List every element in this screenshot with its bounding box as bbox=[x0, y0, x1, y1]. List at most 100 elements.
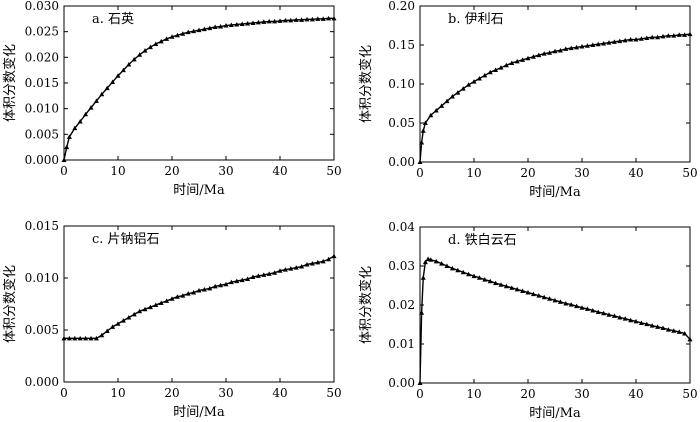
y-tick-label: 0.000 bbox=[25, 153, 59, 167]
data-point bbox=[293, 17, 299, 22]
data-point bbox=[120, 67, 126, 73]
x-tick-label: 40 bbox=[628, 387, 643, 401]
data-point bbox=[455, 267, 461, 273]
data-point bbox=[185, 291, 191, 296]
data-point bbox=[530, 54, 536, 59]
data-point bbox=[568, 302, 574, 307]
data-point bbox=[460, 269, 466, 275]
data-point bbox=[288, 17, 294, 23]
data-point bbox=[115, 321, 121, 326]
panel-title: c. 片钠铝石 bbox=[92, 232, 160, 247]
data-point bbox=[622, 37, 628, 43]
data-point bbox=[115, 73, 121, 78]
data-point bbox=[207, 285, 213, 291]
data-point bbox=[455, 90, 461, 95]
data-point bbox=[158, 38, 164, 44]
x-tick-label: 10 bbox=[466, 387, 481, 401]
data-point bbox=[482, 277, 488, 282]
y-tick-label: 0.015 bbox=[25, 219, 59, 233]
data-point bbox=[120, 318, 126, 323]
data-point bbox=[590, 307, 596, 313]
data-point bbox=[83, 335, 89, 341]
data-point bbox=[185, 29, 191, 35]
y-tick-label: 0.04 bbox=[388, 220, 415, 234]
data-point bbox=[261, 19, 267, 24]
data-point bbox=[493, 280, 499, 286]
data-point bbox=[665, 33, 671, 38]
data-point bbox=[191, 290, 197, 295]
data-point bbox=[131, 311, 137, 317]
data-point bbox=[574, 44, 580, 50]
data-point bbox=[590, 42, 596, 47]
data-point bbox=[665, 327, 671, 332]
data-point bbox=[536, 293, 542, 298]
series-line bbox=[419, 33, 691, 163]
data-point bbox=[660, 33, 666, 39]
data-point bbox=[147, 304, 153, 310]
x-tick-label: 50 bbox=[326, 164, 341, 178]
plot-frame bbox=[63, 225, 335, 383]
data-point bbox=[191, 28, 197, 34]
data-point bbox=[419, 310, 425, 315]
data-point bbox=[245, 276, 251, 282]
series-line bbox=[63, 17, 334, 161]
x-tick-label: 0 bbox=[416, 166, 424, 180]
data-point bbox=[422, 120, 428, 125]
data-point bbox=[61, 335, 67, 341]
data-point bbox=[547, 296, 553, 301]
y-tick-label: 0.02 bbox=[388, 298, 415, 312]
x-tick-label: 10 bbox=[110, 386, 125, 400]
data-point bbox=[509, 285, 515, 290]
y-tick-label: 0.025 bbox=[25, 25, 59, 39]
data-point bbox=[579, 44, 585, 49]
data-point bbox=[557, 47, 563, 53]
data-point bbox=[536, 52, 542, 58]
data-point bbox=[530, 291, 536, 297]
data-point bbox=[525, 290, 531, 295]
data-point bbox=[196, 287, 202, 293]
data-point bbox=[476, 275, 482, 280]
x-tick-label: 30 bbox=[218, 386, 233, 400]
data-point bbox=[498, 282, 504, 287]
data-point bbox=[250, 20, 256, 25]
data-point bbox=[99, 91, 105, 97]
data-point bbox=[417, 159, 423, 164]
data-point bbox=[509, 60, 515, 65]
data-point bbox=[72, 335, 78, 341]
data-point bbox=[201, 26, 207, 32]
data-point bbox=[422, 259, 428, 265]
series-line bbox=[64, 255, 335, 340]
data-point bbox=[568, 45, 574, 51]
data-point bbox=[449, 265, 455, 271]
data-point bbox=[638, 320, 644, 325]
y-tick-label: 0.000 bbox=[25, 375, 59, 389]
data-point bbox=[299, 17, 305, 22]
data-point bbox=[315, 16, 321, 21]
data-point bbox=[541, 294, 547, 300]
data-point bbox=[234, 278, 240, 284]
data-point bbox=[428, 112, 434, 118]
x-tick-label: 0 bbox=[416, 387, 424, 401]
data-point bbox=[282, 17, 288, 23]
y-tick-label: 0.030 bbox=[25, 0, 59, 13]
data-point bbox=[223, 281, 229, 287]
data-point bbox=[174, 294, 180, 299]
data-point bbox=[498, 65, 504, 70]
data-point bbox=[638, 36, 644, 41]
data-point bbox=[72, 125, 78, 131]
data-point bbox=[449, 93, 455, 99]
data-point bbox=[547, 50, 553, 55]
data-point bbox=[420, 275, 426, 280]
data-point bbox=[93, 98, 99, 103]
data-point bbox=[439, 261, 445, 266]
data-point bbox=[622, 316, 628, 321]
data-point bbox=[671, 33, 677, 38]
x-tick-label: 10 bbox=[110, 164, 125, 178]
data-point bbox=[676, 329, 682, 334]
data-point bbox=[514, 286, 520, 292]
data-point bbox=[520, 57, 526, 62]
chart-panel-1: 0 10 20 30 40 50 0.000 0.005 0.010 0.015 0.020 0.02… bbox=[2, 0, 342, 198]
data-point bbox=[628, 317, 634, 323]
data-point bbox=[245, 20, 251, 26]
data-point bbox=[228, 22, 234, 27]
